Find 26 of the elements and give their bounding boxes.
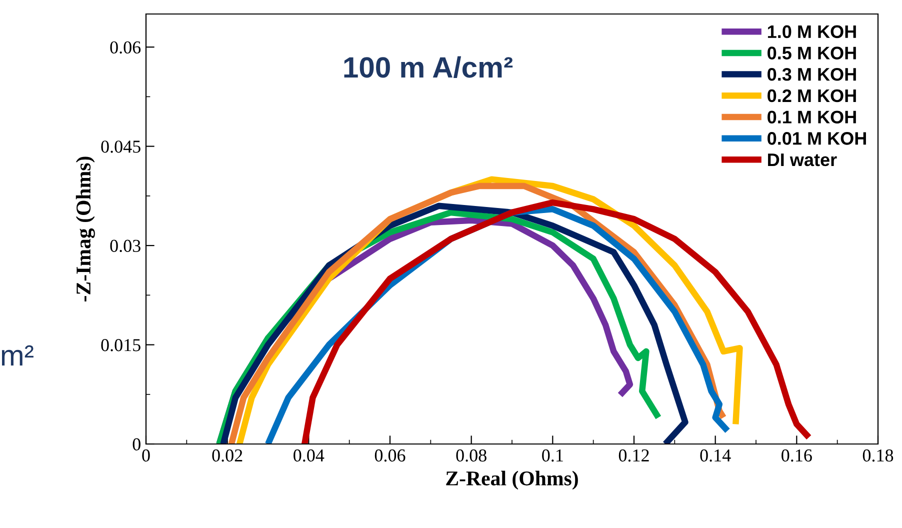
legend-label: 1.0 M KOH xyxy=(768,25,856,38)
x-tick-label: 0.06 xyxy=(374,449,406,462)
x-tick-label: 0.14 xyxy=(700,449,731,462)
legend-label: 0.1 M KOH xyxy=(768,110,856,124)
x-tick-label: 0.1 xyxy=(542,449,563,462)
legend-label: 0.2 M KOH xyxy=(768,89,856,102)
text: 100 m A/cm² xyxy=(344,56,513,78)
legend-label: DI water xyxy=(768,154,837,166)
legend-label: 0.5 M KOH xyxy=(768,46,856,60)
y-tick-label: 0 xyxy=(132,438,140,450)
x-tick-label: 0.12 xyxy=(618,449,649,462)
x-tick-label: 0.04 xyxy=(294,449,324,462)
y-axis-title: -Z-Imag (Ohms) xyxy=(76,156,95,302)
y-tick-label: 0.045 xyxy=(101,140,140,153)
y-tick-label: 0.06 xyxy=(110,41,141,54)
x-tick-label: 0.16 xyxy=(782,449,812,462)
legend-label: 0.3 M KOH xyxy=(768,68,856,81)
x-tick-label: 0.18 xyxy=(862,449,894,462)
x-tick-label: 0.08 xyxy=(456,449,486,462)
y-tick-label: 0.03 xyxy=(110,240,140,252)
text: m² xyxy=(2,345,34,366)
x-tick-label: 0 xyxy=(142,449,150,462)
x-tick-label: 0.02 xyxy=(212,449,242,462)
y-tick-label: 0.015 xyxy=(101,339,140,352)
x-axis-title: Z-Real (Ohms) xyxy=(446,470,578,490)
legend-label: 0.01 M KOH xyxy=(768,132,866,145)
